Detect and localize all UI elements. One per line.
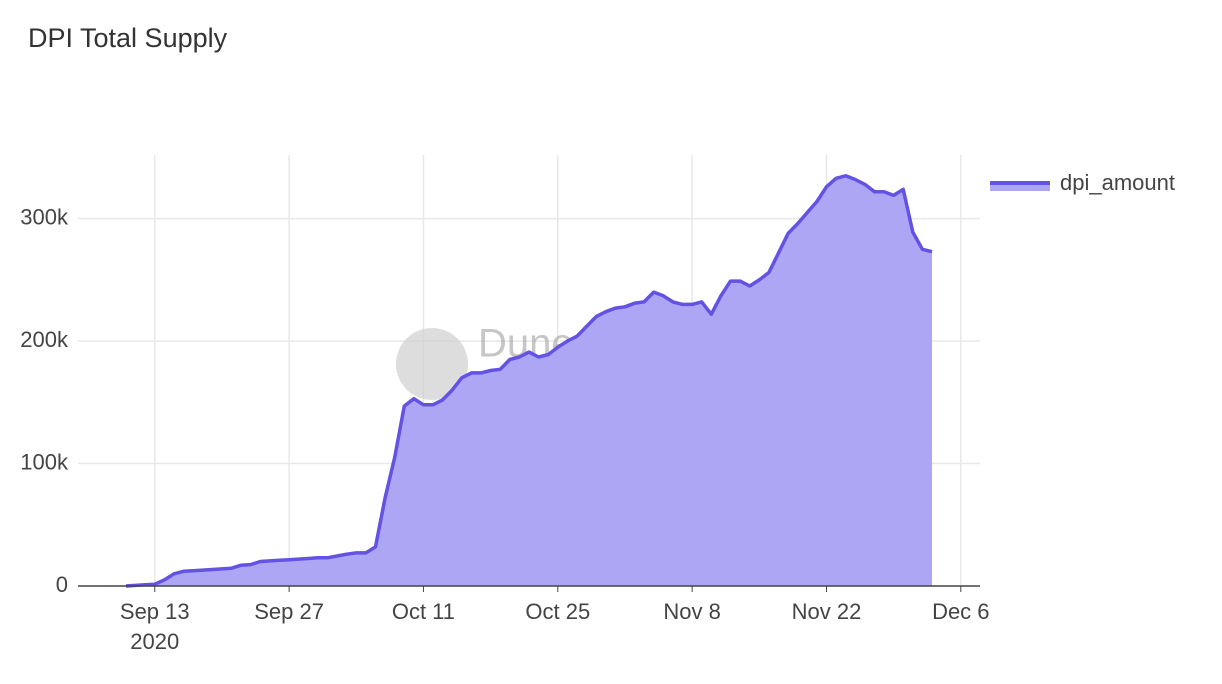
chart-title: DPI Total Supply [28, 23, 228, 53]
y-tick-label: 300k [20, 204, 69, 229]
line [125, 174, 933, 588]
x-year-label: 2020 [130, 629, 179, 654]
y-tick-label: 0 [56, 572, 68, 597]
y-tick-label: 200k [20, 327, 69, 352]
x-tick-label: Nov 22 [792, 599, 862, 624]
x-tick-label: Oct 25 [525, 599, 590, 624]
y-tick-label: 100k [20, 449, 69, 474]
legend-label: dpi_amount [1060, 170, 1175, 195]
x-tick-label: Nov 8 [663, 599, 720, 624]
x-tick-label: Oct 11 [392, 599, 455, 624]
x-tick-label: Sep 27 [254, 599, 324, 624]
watermark-logo [396, 328, 468, 400]
x-tick-label: Dec 6 [932, 599, 989, 624]
area [126, 175, 932, 587]
x-tick-label: Sep 13 [120, 599, 190, 624]
legend-swatch [990, 183, 1050, 191]
